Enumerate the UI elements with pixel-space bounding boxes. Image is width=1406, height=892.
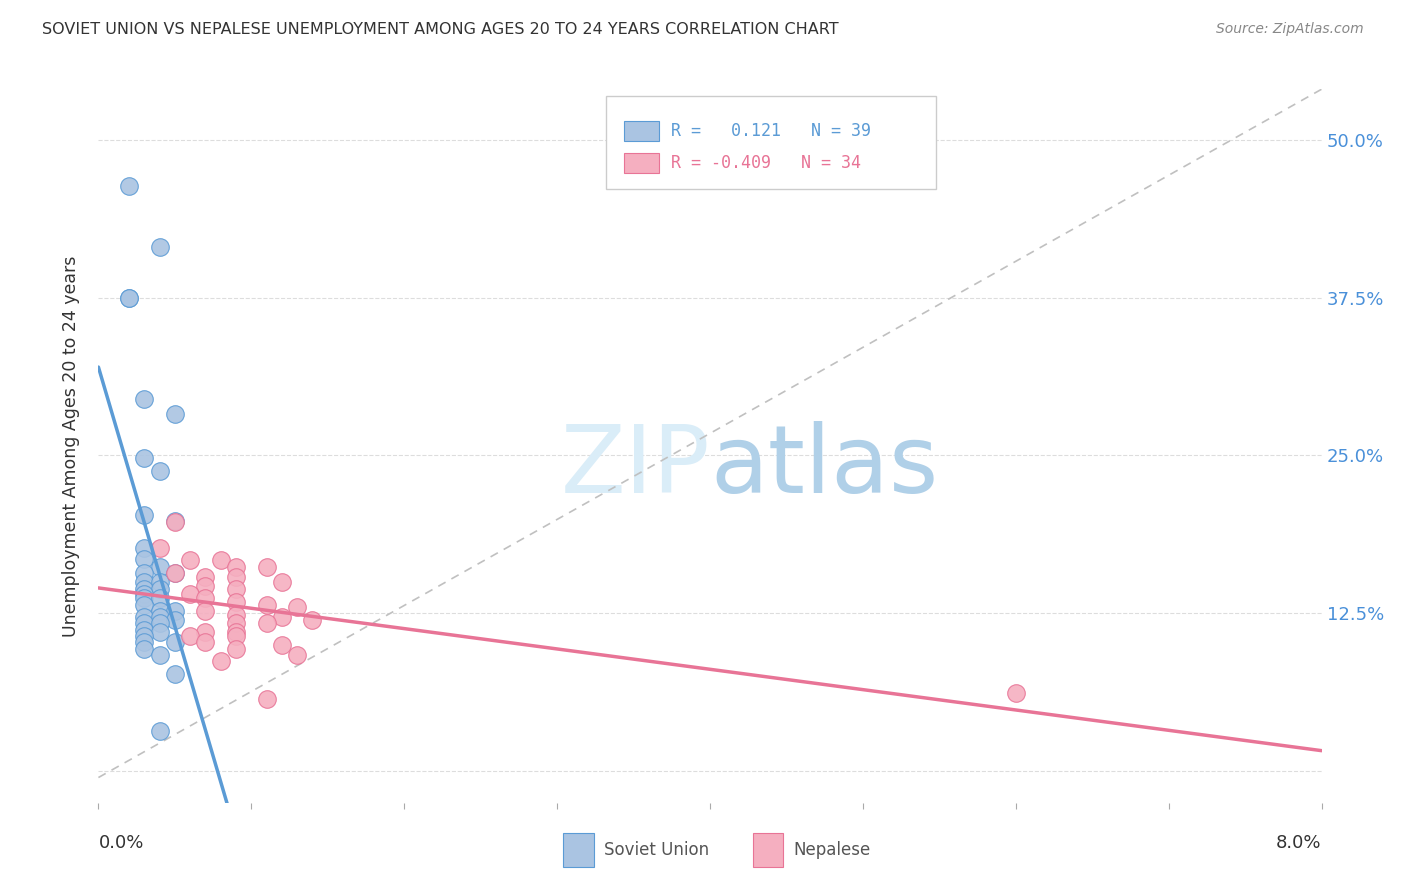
Point	[209, 654, 232, 668]
Point	[225, 595, 247, 609]
Point	[225, 641, 247, 656]
Point	[163, 407, 186, 421]
Point	[1004, 686, 1026, 700]
Point	[194, 570, 217, 584]
FancyBboxPatch shape	[624, 153, 658, 173]
Point	[149, 240, 172, 254]
Point	[149, 723, 172, 738]
Point	[134, 450, 156, 465]
Point	[225, 629, 247, 643]
Point	[134, 598, 156, 612]
Point	[134, 591, 156, 606]
FancyBboxPatch shape	[606, 96, 936, 189]
Point	[134, 587, 156, 601]
Text: Soviet Union: Soviet Union	[603, 841, 709, 859]
Point	[149, 464, 172, 478]
Point	[149, 559, 172, 574]
Text: 8.0%: 8.0%	[1277, 834, 1322, 852]
Point	[118, 291, 141, 305]
Point	[134, 629, 156, 643]
Point	[301, 613, 323, 627]
Point	[194, 578, 217, 592]
Text: SOVIET UNION VS NEPALESE UNEMPLOYMENT AMONG AGES 20 TO 24 YEARS CORRELATION CHAR: SOVIET UNION VS NEPALESE UNEMPLOYMENT AM…	[42, 22, 839, 37]
Point	[149, 541, 172, 555]
Point	[256, 559, 278, 574]
Point	[225, 559, 247, 574]
Point	[134, 582, 156, 597]
Point	[209, 553, 232, 567]
Point	[270, 610, 294, 624]
Point	[163, 566, 186, 580]
Text: ZIP: ZIP	[561, 421, 710, 514]
Point	[163, 514, 186, 528]
Point	[134, 623, 156, 637]
Point	[118, 291, 141, 305]
Point	[225, 582, 247, 597]
Point	[163, 516, 186, 530]
Text: R =   0.121   N = 39: R = 0.121 N = 39	[671, 122, 870, 140]
Point	[225, 607, 247, 622]
Point	[270, 574, 294, 589]
Point	[256, 692, 278, 706]
FancyBboxPatch shape	[624, 121, 658, 141]
FancyBboxPatch shape	[564, 833, 593, 867]
Point	[149, 582, 172, 597]
Text: Source: ZipAtlas.com: Source: ZipAtlas.com	[1216, 22, 1364, 37]
Point	[149, 574, 172, 589]
Point	[134, 566, 156, 580]
Point	[134, 392, 156, 406]
Point	[179, 553, 201, 567]
Point	[149, 604, 172, 618]
Point	[149, 610, 172, 624]
Text: 0.0%: 0.0%	[98, 834, 143, 852]
Text: atlas: atlas	[710, 421, 938, 514]
Point	[163, 635, 186, 649]
Point	[149, 648, 172, 662]
Point	[149, 591, 172, 606]
Y-axis label: Unemployment Among Ages 20 to 24 years: Unemployment Among Ages 20 to 24 years	[62, 255, 80, 637]
Point	[118, 179, 141, 194]
Text: R = -0.409   N = 34: R = -0.409 N = 34	[671, 154, 860, 172]
FancyBboxPatch shape	[752, 833, 783, 867]
Point	[134, 635, 156, 649]
Point	[225, 616, 247, 631]
Text: Nepalese: Nepalese	[793, 841, 870, 859]
Point	[134, 616, 156, 631]
Point	[134, 508, 156, 522]
Point	[149, 625, 172, 640]
Point	[134, 574, 156, 589]
Point	[285, 600, 308, 615]
Point	[194, 604, 217, 618]
Point	[163, 667, 186, 681]
Point	[163, 566, 186, 580]
Point	[163, 613, 186, 627]
Point	[194, 625, 217, 640]
Point	[270, 638, 294, 652]
Point	[134, 552, 156, 566]
Point	[225, 570, 247, 584]
Point	[256, 616, 278, 631]
Point	[285, 648, 308, 662]
Point	[194, 591, 217, 606]
Point	[256, 598, 278, 612]
Point	[163, 604, 186, 618]
Point	[134, 641, 156, 656]
Point	[149, 616, 172, 631]
Point	[134, 541, 156, 555]
Point	[179, 587, 201, 601]
Point	[194, 635, 217, 649]
Point	[134, 610, 156, 624]
Point	[225, 625, 247, 640]
Point	[179, 629, 201, 643]
